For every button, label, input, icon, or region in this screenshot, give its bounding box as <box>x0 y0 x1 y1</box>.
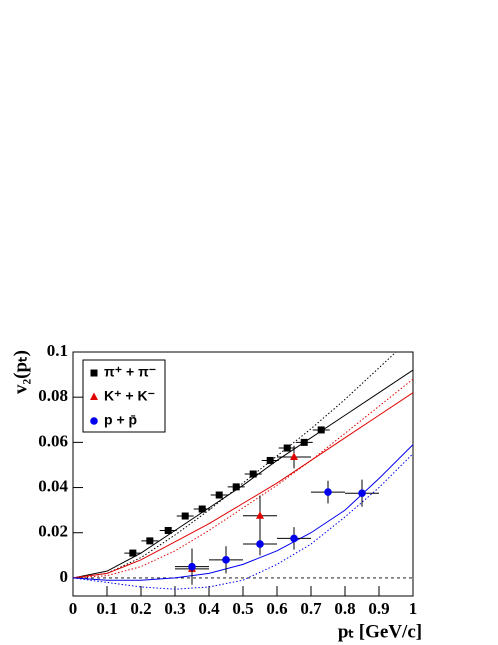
marker <box>290 452 298 461</box>
y-tick-label: 0 <box>60 567 69 586</box>
marker <box>90 392 98 400</box>
marker <box>222 556 230 564</box>
marker <box>324 488 332 496</box>
marker <box>181 512 189 520</box>
marker <box>317 426 325 434</box>
x-tick-label: 0.3 <box>164 599 185 618</box>
y-tick-label: 0.02 <box>38 522 68 541</box>
marker <box>188 562 196 571</box>
marker <box>266 456 274 464</box>
marker <box>249 470 257 478</box>
x-tick-label: 0.1 <box>96 599 117 618</box>
marker <box>198 505 206 513</box>
marker <box>129 549 137 557</box>
x-tick-label: 0.9 <box>368 599 389 618</box>
model-curve <box>72 444 414 581</box>
marker <box>164 526 172 534</box>
model-curve <box>72 392 414 579</box>
x-tick-label: 0.5 <box>232 599 253 618</box>
marker <box>283 444 291 452</box>
legend-label: π⁺ + π⁻ <box>104 364 156 380</box>
x-tick-label: 0 <box>69 599 78 618</box>
y-tick-label: 0.04 <box>38 476 68 495</box>
marker <box>90 369 98 377</box>
x-tick-label: 0.2 <box>130 599 151 618</box>
x-tick-label: 0.7 <box>300 599 322 618</box>
x-axis-label: pₜ [GeV/c] <box>338 621 422 642</box>
y-axis-label: v₂(pₜ) <box>10 350 31 394</box>
x-tick-label: 0.4 <box>198 599 220 618</box>
y-tick-label: 0.08 <box>38 386 68 405</box>
y-tick-label: 0.06 <box>38 431 68 450</box>
x-tick-label: 0.8 <box>334 599 355 618</box>
marker <box>256 540 264 548</box>
marker <box>146 537 154 545</box>
model-curve <box>72 369 414 579</box>
y-tick-label: 0.1 <box>47 341 68 360</box>
marker <box>256 511 264 519</box>
marker <box>358 489 366 498</box>
marker <box>90 417 98 425</box>
x-tick-label: 0.6 <box>266 599 287 618</box>
legend-label: p + p̄ <box>104 412 137 428</box>
marker <box>232 483 240 491</box>
marker <box>215 491 223 499</box>
model-curve <box>72 453 414 590</box>
legend-label: K⁺ + K⁻ <box>104 388 155 404</box>
marker <box>290 534 298 543</box>
marker <box>300 438 308 446</box>
x-tick-label: 1 <box>409 599 418 618</box>
